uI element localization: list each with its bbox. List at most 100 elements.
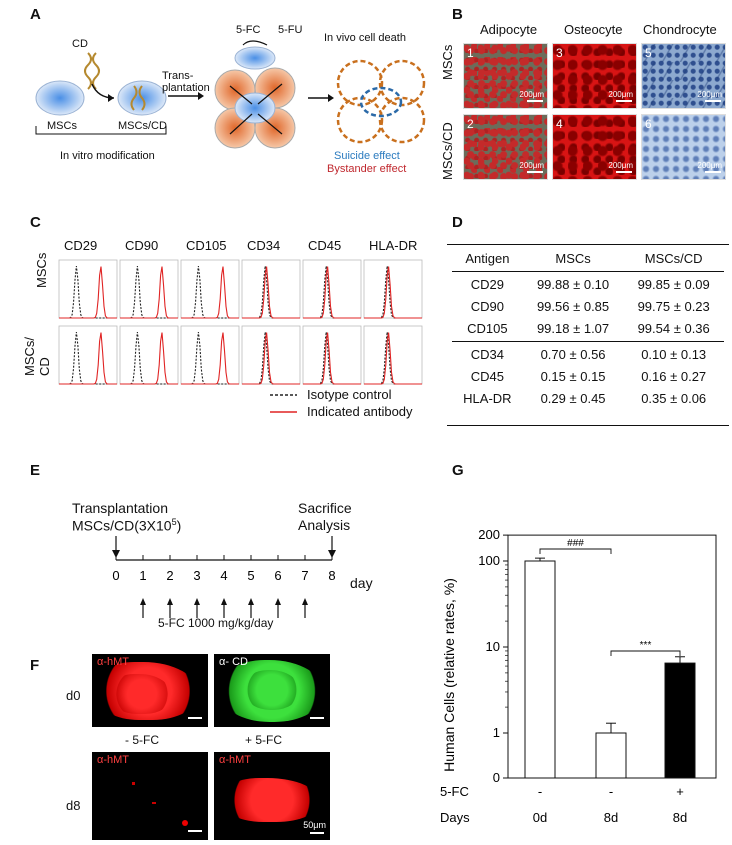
micrograph-2: 2 200μm (463, 114, 548, 180)
micrograph-5: 5 200μm (641, 43, 726, 109)
f-d0-label: d0 (66, 688, 81, 703)
y-tick-label: 10 (486, 639, 500, 654)
flow-box (119, 259, 179, 319)
bar-2 (595, 732, 627, 779)
antibody-curve (242, 332, 300, 385)
table-row: CD34 0.70 ± 0.56 0.10 ± 0.13 (470, 346, 707, 362)
timeline-tick-label: 3 (193, 568, 200, 583)
micrograph-3: 3 200μm (552, 43, 637, 109)
fc-value: - (609, 784, 613, 799)
flow-box (58, 259, 118, 319)
flow-curves (181, 265, 239, 319)
e-5fc-dose: 5-FC 1000 mg/kg/day (158, 616, 274, 630)
antibody-curve (364, 332, 422, 385)
fluor-d8-minus: α-hMT (92, 752, 208, 840)
timeline-tick-label: 0 (112, 568, 119, 583)
fu-label: 5-FU (278, 24, 303, 36)
table-row: CD45 0.15 ± 0.15 0.16 ± 0.27 (470, 368, 707, 384)
c-row-mscs-cd: MSCs/ CD (22, 337, 52, 376)
flow-curves (364, 331, 422, 385)
msc-cd-top (234, 46, 276, 70)
flow-curves (120, 331, 178, 385)
bar-1 (524, 560, 556, 779)
e-transplant-label: Transplantation (72, 500, 168, 516)
flow-curves (59, 265, 117, 319)
panel-c-label: C (30, 214, 41, 231)
marker-cd45: CD45 (308, 238, 342, 253)
legend-isotype: Isotype control (307, 387, 392, 402)
flow-curves (59, 331, 117, 385)
d-rule-top (447, 244, 729, 245)
dose-arrow-head (221, 598, 227, 605)
in-vitro-label: In vitro modification (60, 150, 155, 162)
f-d8-label: d8 (66, 798, 81, 813)
row-mscs: MSCs (440, 44, 455, 80)
day-value: 8d (604, 810, 618, 825)
th-mscs: MSCs (555, 250, 591, 266)
th-mscs-cd: MSCs/CD (644, 250, 703, 266)
flow-box (180, 325, 240, 385)
flow-box (363, 259, 423, 319)
f-plus-5fc: + 5-FC (245, 733, 283, 747)
legend-swatches (270, 394, 297, 413)
marker-cd29: CD29 (64, 238, 98, 253)
flow-box (180, 259, 240, 319)
panel-d-label: D (452, 214, 463, 231)
panel-b-label: B (452, 6, 463, 23)
flow-box (119, 325, 179, 385)
table-row: HLA-DR 0.29 ± 0.45 0.35 ± 0.06 (463, 390, 707, 406)
timeline-tick-label: 5 (247, 568, 254, 583)
event-arrow-head (328, 550, 336, 558)
panel-a-label: A (30, 6, 41, 23)
y-tick-label: 200 (478, 527, 500, 542)
dose-arrow-head (248, 598, 254, 605)
table-header: Antigen MSCs MSCs/CD (452, 247, 724, 269)
table-row: CD90 99.56 ± 0.85 99.75 ± 0.23 (470, 298, 710, 314)
timeline-tick-label: 7 (301, 568, 308, 583)
bystander-label: Bystander effect (327, 163, 407, 175)
marker-cd34: CD34 (247, 238, 281, 253)
micrograph-1: 1 200μm (463, 43, 548, 109)
marker-cd105: CD105 (186, 238, 227, 253)
marker-hla-dr: HLA-DR (369, 238, 418, 253)
sig-bracket-2-label: *** (640, 640, 652, 651)
sig-bracket-1-label: ### (567, 538, 584, 549)
f-minus-5fc: - 5-FC (125, 733, 159, 747)
antibody-curve (181, 266, 239, 319)
antibody-curve (303, 266, 361, 319)
event-arrow-head (112, 550, 120, 558)
panel-a-diagram (35, 40, 426, 149)
panel-f-label: F (30, 657, 40, 674)
e-dose-label: MSCs/CD(3X105) (72, 517, 182, 534)
panel-e-label: E (30, 462, 41, 479)
sig-bracket-2 (610, 650, 681, 656)
y-tick-label: 1 (493, 725, 500, 740)
human-cells-chart: 0 1 10 100 200 Human Cells (relative rates, %… (440, 527, 717, 825)
flow-curves (242, 331, 300, 385)
e-sacrifice-label: Sacrifice (298, 500, 352, 516)
c-row-mscs: MSCs (34, 252, 49, 288)
y-axis-label: Human Cells (relative rates, %) (441, 578, 457, 772)
antibody-curve (181, 332, 239, 385)
dose-arrow-head (275, 598, 281, 605)
timeline-tick-label: 4 (220, 568, 227, 583)
y-tick-label: 0 (493, 770, 500, 785)
flow-curves (242, 265, 300, 319)
cd-dna-icon (84, 52, 100, 90)
timeline-tick-label: 2 (166, 568, 173, 583)
panel-g-label: G (452, 462, 464, 479)
msc-label: MSCs (47, 120, 77, 132)
flow-box (241, 325, 301, 385)
dose-arrow-head (140, 598, 146, 605)
row-mscs-cd: MSCs/CD (440, 122, 455, 180)
table-row: CD29 99.88 ± 0.10 99.85 ± 0.09 (470, 276, 710, 292)
dead-cells (336, 59, 426, 144)
th-antigen: Antigen (465, 250, 510, 266)
antigen-table: Antigen MSCs MSCs/CD CD29 99.88 ± 0.10 99.… (452, 247, 724, 409)
day-value: 8d (673, 810, 687, 825)
flow-box (363, 325, 423, 385)
y-tick-label: 100 (478, 553, 500, 568)
legend-antibody: Indicated antibody (307, 404, 413, 419)
flow-curves (303, 331, 361, 385)
flow-box (302, 325, 362, 385)
